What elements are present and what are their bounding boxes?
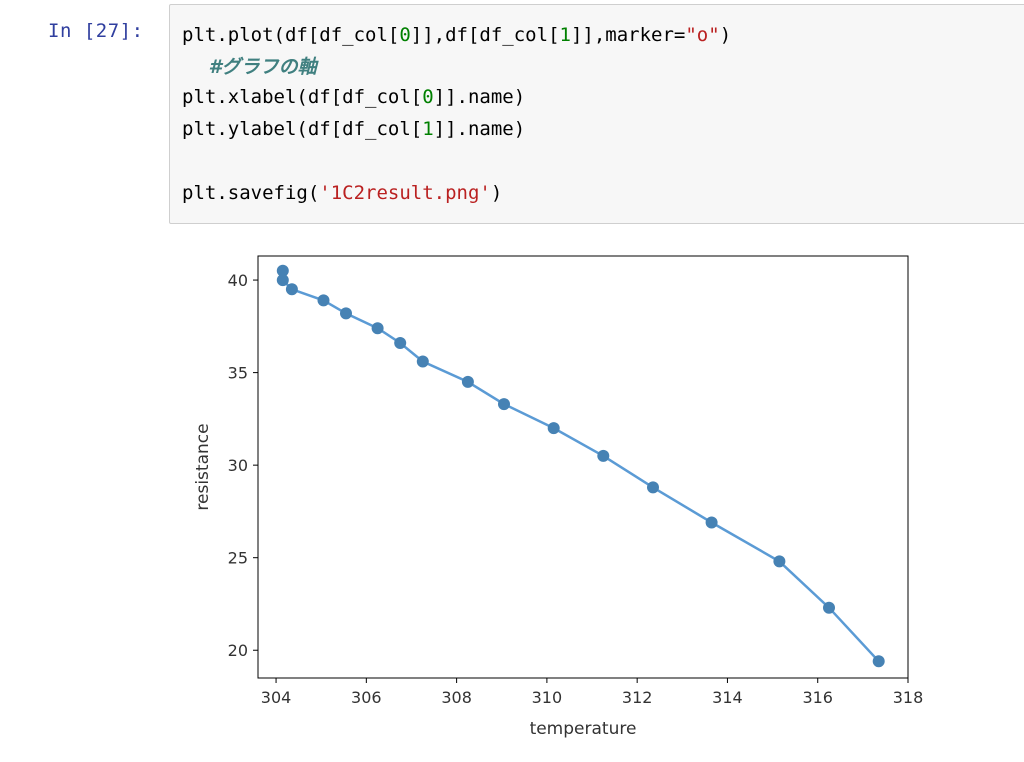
data-point <box>498 398 510 411</box>
code-editor[interactable]: plt.plot(df[df_col[0]],df[df_col[1]],mar… <box>169 4 1024 224</box>
data-point <box>394 337 407 349</box>
x-tick-label: 304 <box>261 688 292 707</box>
code-token: ]],marker= <box>570 24 686 46</box>
y-tick-label: 20 <box>228 641 248 660</box>
x-tick-label: 306 <box>351 688 382 707</box>
code-number: 0 <box>422 86 434 108</box>
data-point <box>823 601 835 614</box>
code-token: plt.ylabel(df[df_col[ <box>182 118 423 140</box>
input-prompt: In [27]: <box>48 20 144 42</box>
code-number: 1 <box>559 24 571 46</box>
data-point <box>276 274 289 287</box>
code-token: ]].name) <box>433 86 526 108</box>
code-token: plt.savefig( <box>182 182 320 204</box>
code-token: ]],df[df_col[ <box>410 24 560 46</box>
data-point <box>872 655 885 668</box>
x-tick-label: 316 <box>802 688 833 707</box>
code-line-comment: #グラフの軸 <box>182 51 731 81</box>
code-token: plt.xlabel(df[df_col[ <box>182 86 423 108</box>
code-block[interactable]: plt.plot(df[df_col[0]],df[df_col[1]],mar… <box>182 19 731 209</box>
code-string: "o" <box>685 24 720 46</box>
y-tick-label: 30 <box>228 456 248 475</box>
code-token: ) <box>719 24 732 46</box>
code-line-xlabel: plt.xlabel(df[df_col[0]].name) <box>182 81 731 113</box>
y-axis-label: resistance <box>193 423 213 510</box>
data-point <box>416 355 429 368</box>
code-line-ylabel: plt.ylabel(df[df_col[1]].name) <box>182 113 731 145</box>
data-point <box>285 283 298 296</box>
code-line-savefig: plt.savefig('1C2result.png') <box>182 177 731 209</box>
plot-frame <box>257 255 909 679</box>
data-point <box>647 481 659 494</box>
data-point <box>705 516 718 529</box>
data-point <box>461 375 474 388</box>
data-point <box>597 449 610 462</box>
x-tick-label: 314 <box>712 688 743 707</box>
code-line-blank <box>182 145 731 177</box>
data-point <box>317 294 330 307</box>
code-line-plot: plt.plot(df[df_col[0]],df[df_col[1]],mar… <box>182 19 731 51</box>
y-tick-label: 40 <box>228 271 248 290</box>
code-token: ]].name) <box>433 118 526 140</box>
data-point <box>340 307 352 320</box>
x-tick-label: 308 <box>441 688 472 707</box>
code-number: 0 <box>399 24 411 46</box>
data-point <box>547 422 560 435</box>
x-tick-label: 318 <box>893 688 924 707</box>
x-tick-label: 312 <box>622 688 653 707</box>
line-chart: 304 306 308 310 312 314 316 318 20 25 30 35 40 tempe… <box>193 255 924 739</box>
data-point <box>276 264 289 277</box>
code-comment: #グラフの軸 <box>182 56 317 78</box>
y-tick-label: 25 <box>228 549 248 568</box>
code-token: plt.plot(df[df_col[ <box>182 24 400 46</box>
x-axis-label: temperature <box>530 719 637 739</box>
x-tick-label: 310 <box>532 688 563 707</box>
y-tick-label: 35 <box>228 364 248 383</box>
cell-output: 304 306 308 310 312 314 316 318 20 25 30 35 40 tempe… <box>0 240 1024 758</box>
data-point <box>371 322 384 335</box>
code-number: 1 <box>422 118 434 140</box>
code-string: '1C2result.png' <box>319 182 491 204</box>
code-token: ) <box>490 182 503 204</box>
data-point <box>773 555 786 568</box>
